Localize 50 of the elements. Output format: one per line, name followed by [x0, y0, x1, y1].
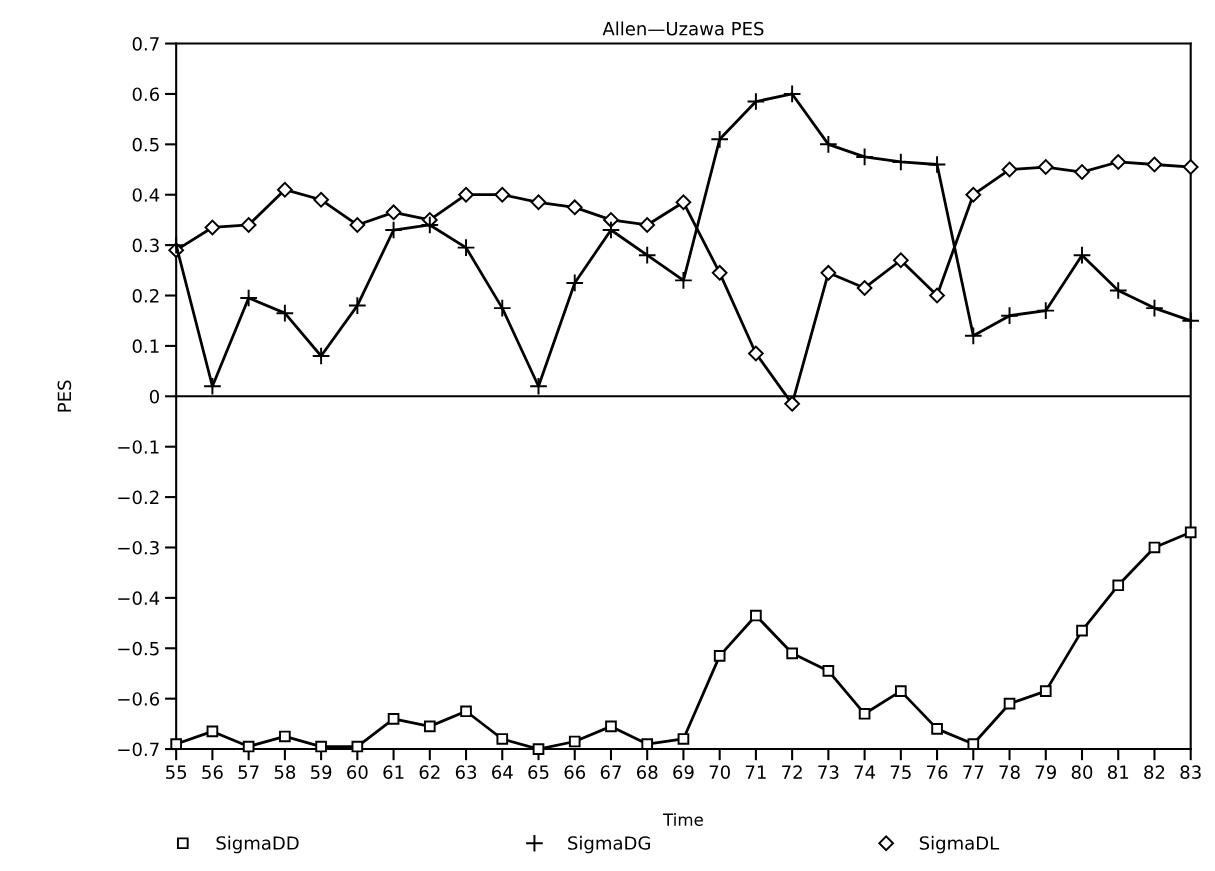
- x-tick-label: 83: [1180, 765, 1201, 780]
- x-tick-label: 70: [709, 765, 730, 780]
- legend-label: SigmaDD: [216, 835, 299, 854]
- x-tick-label: 59: [311, 765, 332, 780]
- y-tick-label: −0.7: [118, 742, 159, 757]
- x-tick-label: 58: [274, 765, 296, 780]
- x-tick-label: 67: [600, 765, 621, 780]
- y-tick-label: 0: [149, 389, 159, 404]
- x-tick-label: 73: [818, 765, 839, 780]
- x-tick-label: 69: [673, 765, 694, 780]
- y-axis-title: PES: [57, 380, 72, 412]
- x-tick-label: 64: [492, 765, 513, 780]
- x-tick-label: 77: [963, 765, 984, 779]
- x-axis-title: Time: [663, 813, 703, 826]
- y-tick-label: 0.3: [132, 238, 159, 253]
- y-tick-label: −0.5: [118, 641, 159, 656]
- x-tick-label: 74: [854, 765, 876, 779]
- y-tick-label: 0.6: [132, 87, 160, 102]
- x-tick-label: 61: [383, 765, 404, 780]
- x-tick-label: 80: [1071, 765, 1093, 780]
- x-tick-label: 56: [202, 765, 223, 780]
- y-tick-label: −0.1: [118, 440, 159, 454]
- x-tick-label: 65: [528, 765, 549, 780]
- x-tick-label: 81: [1107, 765, 1129, 780]
- x-tick-label: 57: [238, 765, 259, 780]
- x-tick-label: 72: [782, 765, 802, 779]
- x-tick-label: 76: [927, 765, 948, 780]
- x-tick-label: 79: [1035, 765, 1056, 780]
- x-tick-label: 63: [455, 765, 477, 780]
- x-tick-label: 55: [166, 765, 187, 780]
- y-tick-label: −0.6: [118, 692, 160, 706]
- legend-label: SigmaDG: [568, 835, 650, 854]
- y-tick-label: −0.3: [118, 540, 159, 555]
- y-tick-label: 0.7: [132, 37, 159, 51]
- x-tick-label: 78: [999, 765, 1020, 780]
- x-tick-label: 71: [745, 765, 766, 779]
- x-tick-label: 75: [890, 765, 911, 780]
- y-tick-label: 0.1: [132, 339, 159, 354]
- y-tick-label: −0.4: [118, 591, 160, 605]
- x-tick-label: 60: [347, 765, 368, 780]
- legend-label: SigmaDL: [919, 835, 1000, 854]
- y-tick-label: 0.2: [132, 288, 159, 303]
- chart-title: Allen—Uzawa PES: [602, 21, 764, 36]
- y-tick-label: 0.4: [132, 188, 160, 202]
- x-tick-label: 68: [636, 765, 658, 780]
- x-tick-label: 62: [419, 765, 440, 780]
- x-tick-label: 82: [1144, 765, 1165, 780]
- x-tick-label: 66: [564, 765, 586, 780]
- y-tick-label: −0.2: [118, 490, 159, 505]
- y-tick-label: 0.5: [132, 137, 159, 152]
